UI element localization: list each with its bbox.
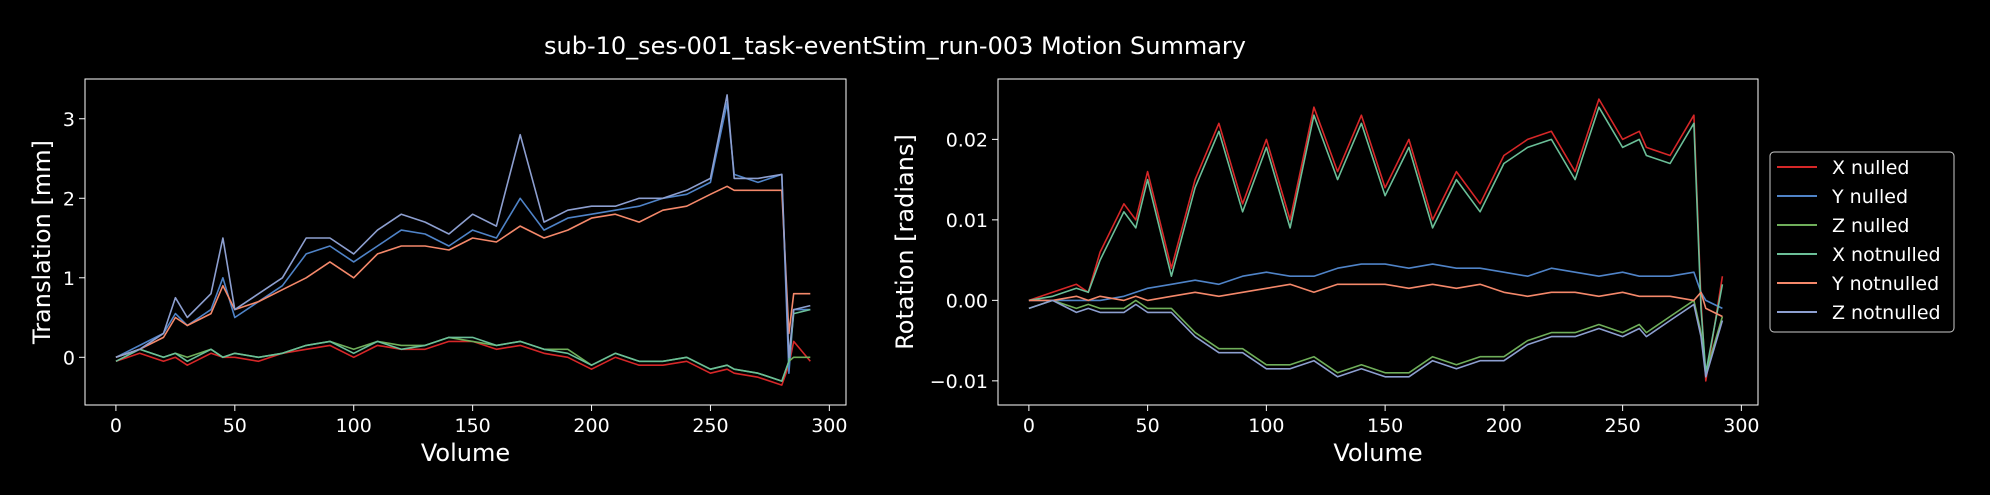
- series-line-x-notnulled: [115, 308, 811, 382]
- legend: X nulled Y nulled Z nulled X notnulled Y not…: [1769, 151, 1955, 333]
- legend-label: X nulled: [1832, 157, 1909, 179]
- legend-label: Y notnulled: [1831, 273, 1939, 295]
- y-tick-label: 0.01: [946, 210, 988, 232]
- y-tick-label: 1: [63, 268, 75, 290]
- x-axis-label: Volume: [1333, 439, 1422, 467]
- x-tick-label: 200: [1486, 415, 1522, 437]
- x-tick-label: 200: [573, 415, 609, 437]
- x-tick-label: 0: [1023, 415, 1035, 437]
- series-line-z-notnulled: [115, 94, 811, 359]
- legend-label: Z nulled: [1832, 215, 1909, 237]
- x-tick-label: 0: [110, 415, 122, 437]
- series-line-z-nulled: [1028, 299, 1724, 374]
- y-axis-label: Translation [mm]: [28, 140, 56, 345]
- y-tick-label: 2: [63, 188, 75, 210]
- series-line-y-notnulled: [115, 185, 811, 359]
- y-tick-label: 0.02: [946, 129, 988, 151]
- legend-label: Z notnulled: [1832, 302, 1941, 324]
- x-tick-label: 250: [1604, 415, 1640, 437]
- x-axis-label: Volume: [421, 439, 510, 467]
- x-tick-label: 50: [223, 415, 247, 437]
- series-line-x-notnulled: [1028, 106, 1724, 374]
- legend-label: X notnulled: [1832, 244, 1941, 266]
- legend-label: Y nulled: [1831, 186, 1908, 208]
- y-tick-label: 0.00: [946, 290, 988, 312]
- x-tick-label: 300: [1723, 415, 1759, 437]
- x-tick-label: 50: [1136, 415, 1160, 437]
- translation-plot: 0 50 100 150 200 250 300 0 1 2 3 Volume Translation …: [28, 78, 847, 467]
- y-tick-label: −0.01: [930, 371, 988, 393]
- series-line-x-nulled: [1028, 98, 1724, 382]
- y-axis-label: Rotation [radians]: [891, 134, 919, 350]
- plot-area: [997, 78, 1759, 406]
- y-tick-label: 0: [63, 347, 75, 369]
- x-tick-label: 250: [692, 415, 728, 437]
- x-tick-label: 300: [811, 415, 847, 437]
- rotation-plot: 0 50 100 150 200 250 300 −0.01 0.00 0.01 0.02 Volum…: [891, 78, 1760, 467]
- x-tick-label: 100: [336, 415, 372, 437]
- series-line-z-notnulled: [1028, 299, 1724, 378]
- figure-title: sub-10_ses-001_task-eventStim_run-003 Mo…: [544, 32, 1246, 60]
- x-tick-label: 100: [1248, 415, 1284, 437]
- series-line-y-nulled: [1028, 263, 1723, 310]
- y-tick-label: 3: [63, 109, 75, 131]
- x-tick-label: 150: [1367, 415, 1403, 437]
- x-tick-label: 150: [455, 415, 491, 437]
- series-line-y-notnulled: [1028, 283, 1723, 318]
